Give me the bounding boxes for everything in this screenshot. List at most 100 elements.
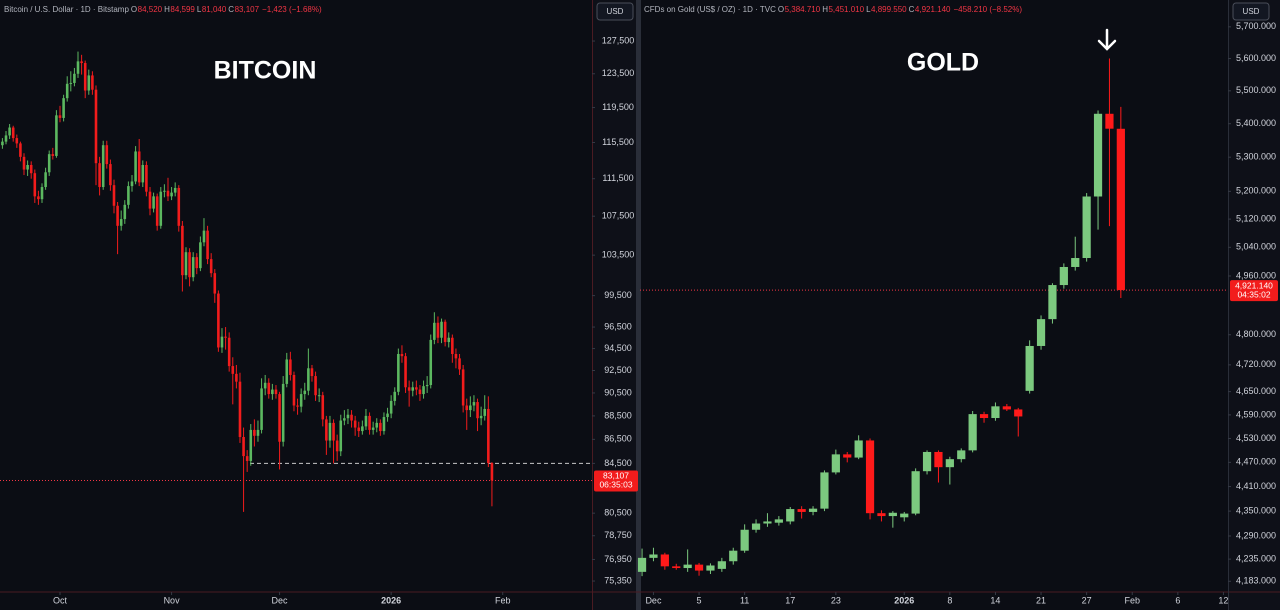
candle-body [235, 373, 238, 382]
price-tag-label: 83,107 [603, 471, 629, 481]
x-tick-label: 6 [1175, 595, 1180, 605]
candle-body [443, 321, 447, 343]
y-tick-label: 103,500 [602, 250, 635, 260]
x-tick-label: 21 [1036, 595, 1046, 605]
candle-body [224, 336, 227, 338]
y-tick-label: 119,500 [602, 102, 634, 112]
candle-body [357, 427, 361, 432]
candle-body [911, 471, 920, 514]
y-tick-label: 4,650.000 [1236, 386, 1276, 396]
price-tag-label: 4,921.140 [1235, 280, 1273, 290]
candle-body [289, 359, 292, 375]
candle-body [433, 322, 436, 340]
candle-body [65, 83, 69, 99]
y-tick-label: 96,500 [604, 321, 632, 331]
x-tick-label: Nov [164, 595, 181, 605]
candle-body [361, 426, 364, 432]
y-tick-label: 5,500.000 [1236, 85, 1276, 95]
candle-body [1105, 113, 1114, 129]
candle-body [209, 259, 213, 274]
candle-body [267, 382, 271, 395]
candle-body [83, 63, 87, 91]
legend-value: 4,899.550 [871, 5, 907, 14]
candle-body [407, 387, 411, 391]
currency-label[interactable]: USD [607, 7, 624, 16]
legend-key: H [822, 5, 828, 14]
candle-body [263, 382, 267, 389]
candle-body [249, 429, 253, 461]
candle-body [660, 554, 669, 567]
candle-body [797, 509, 806, 512]
candle-body [364, 415, 368, 427]
candle-body [37, 196, 40, 200]
y-tick-label: 92,500 [604, 365, 632, 375]
y-tick-label: 5,300.000 [1236, 152, 1276, 162]
candle-body [472, 402, 476, 406]
candle-body [55, 115, 58, 156]
candle-body [40, 187, 44, 200]
candle-body [296, 405, 299, 407]
candle-body [134, 151, 137, 182]
candle-body [328, 422, 332, 441]
candle-body [47, 154, 51, 173]
x-tick-label: 17 [785, 595, 795, 605]
x-tick-label: 5 [697, 595, 702, 605]
candle-body [368, 415, 371, 430]
y-tick-label: 75,350 [604, 575, 632, 585]
candle-body [418, 389, 422, 395]
y-tick-label: 111,500 [602, 173, 633, 183]
y-tick-label: 4,800.000 [1236, 329, 1276, 339]
candle-body [119, 219, 123, 226]
change-label: −458.210 (−8.52%) [954, 5, 1023, 14]
symbol-label: CFDs on Gold (US$ / OZ) · 1D · TVC [644, 5, 776, 14]
legend-value: 5,451.010 [828, 5, 864, 14]
legend-key: O [778, 5, 784, 14]
legend-value: 5,384.710 [785, 5, 821, 14]
candle-body [1093, 113, 1103, 197]
candle-body [285, 359, 289, 384]
candle-body [145, 164, 148, 192]
currency-label[interactable]: USD [1243, 7, 1260, 16]
currency-button[interactable] [1232, 2, 1270, 21]
candle-body [476, 402, 479, 419]
candle-body [436, 322, 440, 338]
candle-body [202, 230, 206, 243]
x-tick-label: 27 [1082, 595, 1092, 605]
y-tick-label: 4,960.000 [1236, 270, 1276, 280]
candle-body [271, 389, 274, 395]
candle-body [256, 429, 260, 436]
candle-body [451, 337, 454, 354]
candle-body [490, 463, 494, 481]
candle-body [786, 509, 795, 522]
candle-body [979, 414, 989, 419]
candle-body [8, 127, 11, 136]
candle-body [415, 387, 418, 390]
candle-body [429, 339, 433, 386]
price-tag [594, 470, 638, 492]
candle-body [195, 257, 199, 269]
candle-body [1082, 196, 1091, 259]
candle-body [303, 390, 307, 395]
candle-body [945, 459, 954, 468]
candle-body [400, 353, 404, 357]
legend-value: 83,107 [235, 5, 260, 14]
candle-body [177, 187, 181, 226]
candle-body [69, 82, 73, 84]
chart-title: GOLD [907, 49, 979, 77]
candle-body [865, 440, 875, 514]
candle-body [379, 422, 382, 432]
candle-body [80, 61, 83, 64]
candle-body [231, 366, 235, 374]
candle-body [94, 89, 98, 164]
candle-body [934, 451, 943, 468]
candle-body [389, 400, 393, 414]
candle-body [447, 337, 451, 343]
candle-body [991, 406, 1000, 419]
x-tick-label: Oct [53, 595, 68, 605]
candle-body [299, 394, 303, 407]
candle-body [152, 196, 155, 209]
currency-button[interactable] [596, 2, 634, 21]
countdown-label: 04:35:02 [1237, 289, 1270, 299]
candle-body [173, 187, 177, 193]
